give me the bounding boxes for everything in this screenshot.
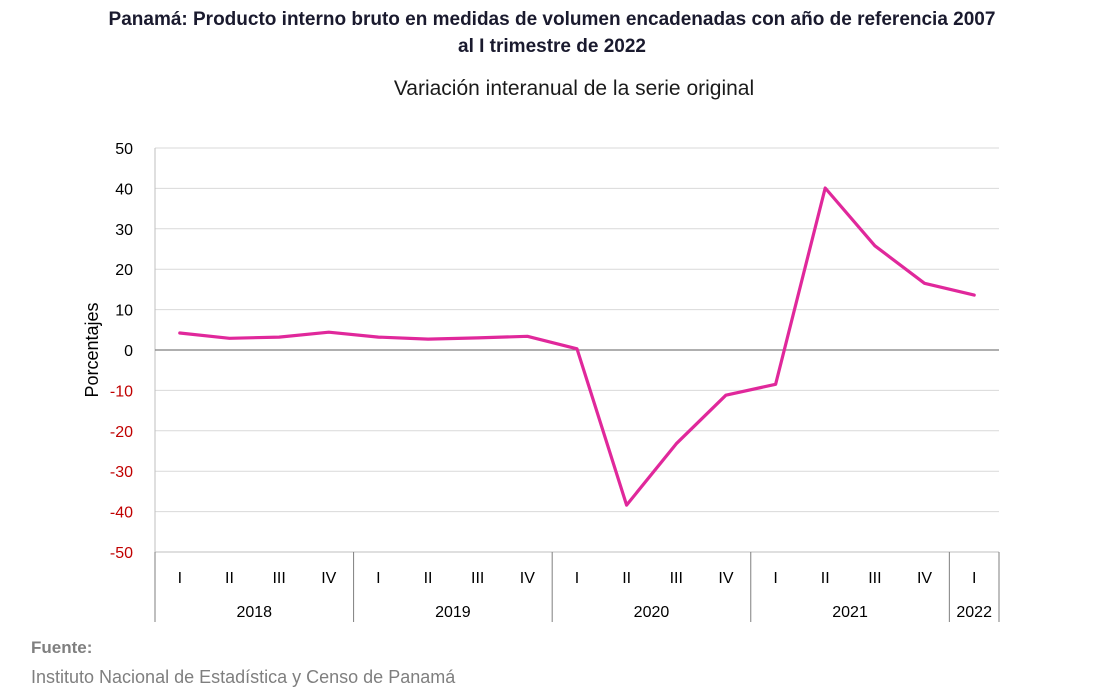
source-text: Instituto Nacional de Estadística y Cens… bbox=[31, 667, 456, 687]
year-label: 2021 bbox=[832, 604, 868, 621]
x-tick-label: IV bbox=[718, 570, 733, 587]
x-tick-label: II bbox=[622, 570, 631, 587]
y-tick-label: -20 bbox=[110, 424, 133, 441]
y-tick-label: 50 bbox=[115, 141, 133, 158]
year-label: 2022 bbox=[956, 604, 992, 621]
x-tick-label: III bbox=[868, 570, 881, 587]
y-tick-label: -30 bbox=[110, 464, 133, 481]
chart-title-line-2: al I trimestre de 2022 bbox=[458, 36, 646, 57]
x-tick-label: I bbox=[178, 570, 182, 587]
x-tick-label: I bbox=[376, 570, 380, 587]
y-tick-label: 10 bbox=[115, 303, 133, 320]
year-label: 2019 bbox=[435, 604, 471, 621]
y-tick-label: -10 bbox=[110, 383, 133, 400]
x-tick-label: II bbox=[225, 570, 234, 587]
y-tick-label: 0 bbox=[124, 343, 133, 360]
chart-subtitle: Variación interanual de la serie origina… bbox=[393, 77, 755, 100]
y-tick-label: 20 bbox=[115, 262, 133, 279]
chart-title-line-1: Panamá: Producto interno bruto en medida… bbox=[108, 9, 996, 30]
source-label: Fuente: bbox=[31, 638, 93, 657]
chart-title: Panamá: Producto interno bruto en medida… bbox=[0, 6, 1104, 60]
x-tick-label: I bbox=[575, 570, 579, 587]
y-tick-label: 30 bbox=[115, 222, 133, 239]
x-tick-label: IV bbox=[321, 570, 336, 587]
x-tick-label: IV bbox=[520, 570, 535, 587]
y-axis-title: Porcentajes bbox=[82, 302, 102, 397]
y-tick-label: 40 bbox=[115, 181, 133, 198]
x-tick-label: II bbox=[424, 570, 433, 587]
x-tick-label: III bbox=[471, 570, 484, 587]
x-tick-label: III bbox=[272, 570, 285, 587]
x-tick-label: I bbox=[773, 570, 777, 587]
x-tick-label: I bbox=[972, 570, 976, 587]
year-label: 2018 bbox=[236, 604, 272, 621]
x-tick-label: IV bbox=[917, 570, 932, 587]
x-tick-label: III bbox=[670, 570, 683, 587]
y-tick-label: -40 bbox=[110, 505, 133, 522]
series-line bbox=[178, 186, 976, 507]
y-tick-label: -50 bbox=[110, 545, 133, 562]
x-tick-label: II bbox=[821, 570, 830, 587]
line-chart: 50 40 30 20 10 0 -10 -20 -30 -40 -50 Porcentajes 201… bbox=[82, 141, 1000, 622]
year-label: 2020 bbox=[634, 604, 670, 621]
